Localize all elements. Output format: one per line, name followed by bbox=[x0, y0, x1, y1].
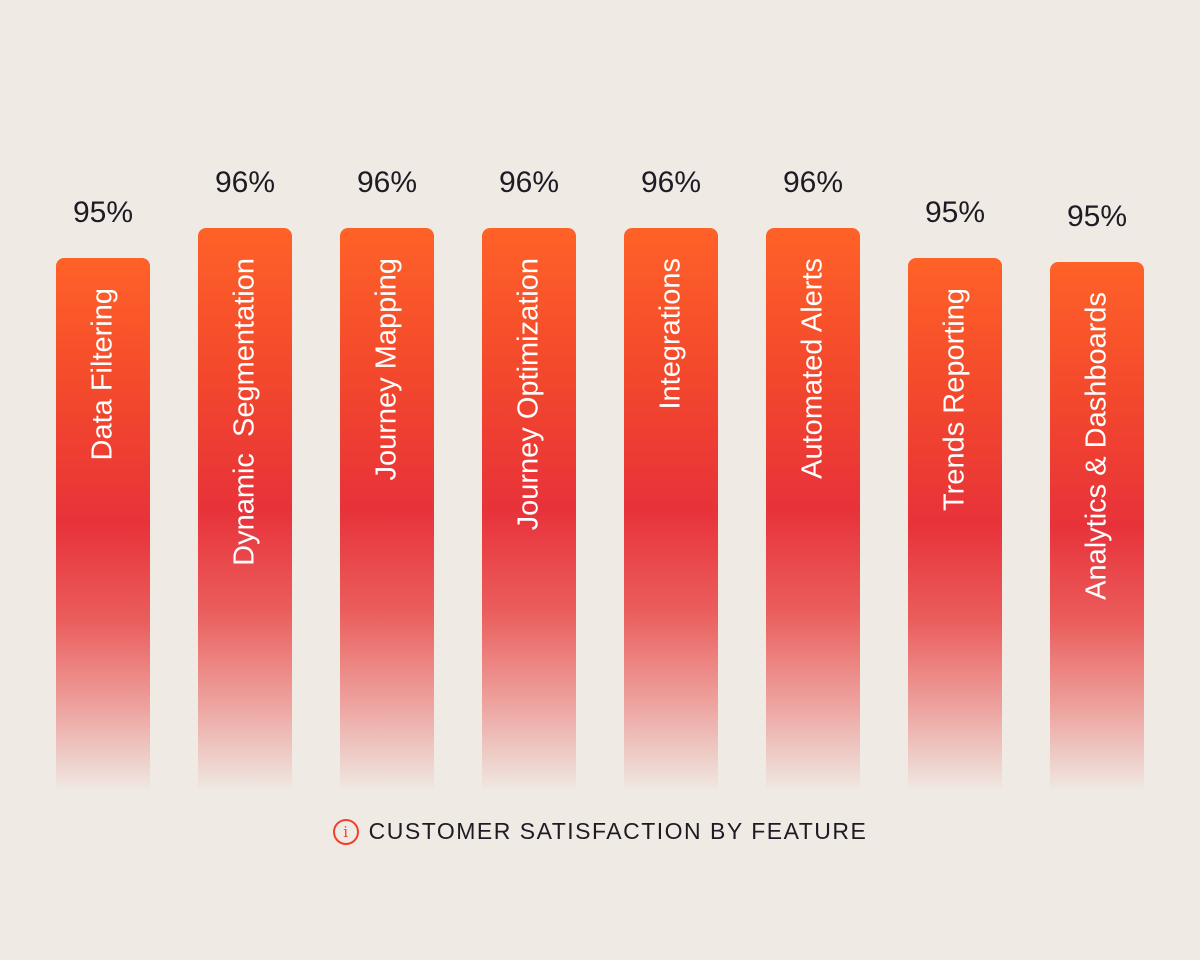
bar-label: Journey Mapping bbox=[370, 258, 403, 481]
bar-label: Dynamic Segmentation bbox=[228, 258, 261, 566]
value-label: 95% bbox=[72, 196, 134, 229]
value-label: 95% bbox=[1066, 200, 1128, 233]
caption-text: CUSTOMER SATISFACTION BY FEATURE bbox=[368, 818, 868, 844]
bar-label: Journey Optimization bbox=[512, 258, 545, 531]
bar: Trends Reporting bbox=[908, 258, 1002, 790]
bar: Integrations bbox=[624, 228, 718, 790]
bar-label: Data Filtering bbox=[86, 288, 119, 461]
value-label: 96% bbox=[498, 166, 560, 199]
chart-caption: i CUSTOMER SATISFACTION BY FEATURE bbox=[0, 818, 1200, 845]
value-label: 96% bbox=[640, 166, 702, 199]
info-icon: i bbox=[332, 818, 359, 845]
bar-label: Analytics & Dashboards bbox=[1080, 292, 1113, 600]
bar-label: Automated Alerts bbox=[796, 258, 829, 479]
value-label: 95% bbox=[924, 196, 986, 229]
bar: Journey Mapping bbox=[340, 228, 434, 790]
value-label: 96% bbox=[782, 166, 844, 199]
value-label: 96% bbox=[356, 166, 418, 199]
bar: Automated Alerts bbox=[766, 228, 860, 790]
bar: Journey Optimization bbox=[482, 228, 576, 790]
bar-label: Trends Reporting bbox=[938, 288, 971, 511]
bar-label: Integrations bbox=[654, 258, 687, 410]
bar: Analytics & Dashboards bbox=[1050, 262, 1144, 790]
bar: Data Filtering bbox=[56, 258, 150, 790]
bar: Dynamic Segmentation bbox=[198, 228, 292, 790]
value-label: 96% bbox=[214, 166, 276, 199]
